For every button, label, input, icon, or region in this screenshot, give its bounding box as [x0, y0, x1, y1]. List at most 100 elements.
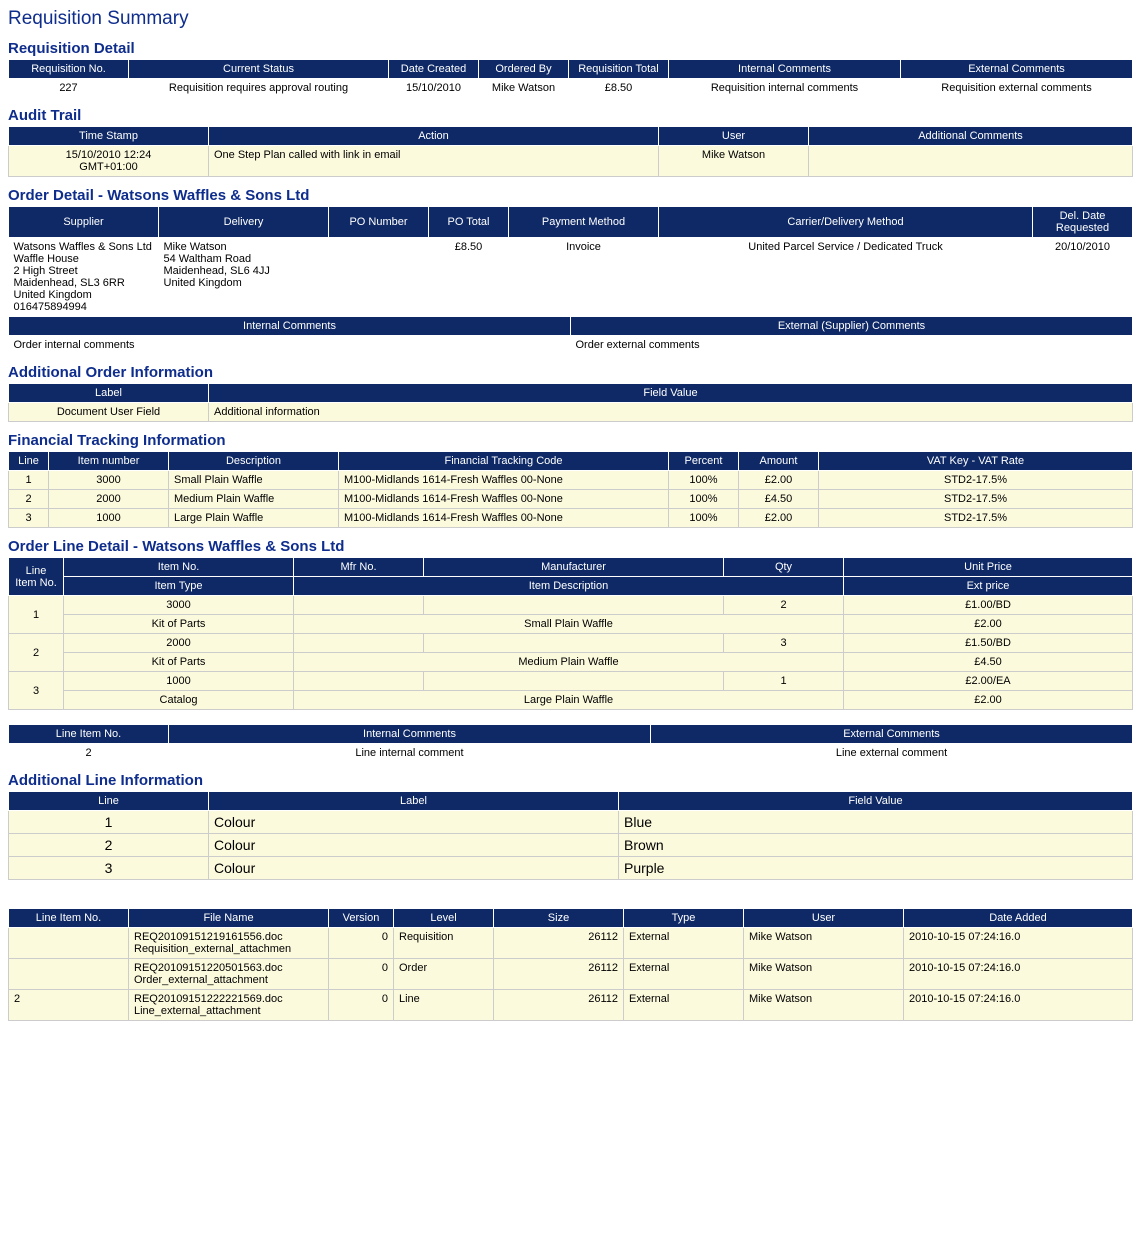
- al-line: 1: [9, 811, 209, 834]
- at-file: REQ20109151222221569.docLine_external_at…: [129, 990, 329, 1021]
- ol-itemno: 2000: [64, 634, 294, 653]
- at-user: Mike Watson: [744, 928, 904, 959]
- section-title-add-order: Additional Order Information: [8, 364, 1133, 381]
- supplier-cell: Watsons Waffles & Sons Ltd Waffle House …: [9, 238, 159, 317]
- ol-mfr: [424, 672, 724, 691]
- ft-item: 2000: [49, 490, 169, 509]
- th-mfr: Manufacturer: [424, 558, 724, 577]
- po-total: £8.50: [429, 238, 509, 317]
- th-at-line: Line Item No.: [9, 909, 129, 928]
- ol-desc: Medium Plain Waffle: [294, 653, 844, 672]
- at-file: REQ20109151220501563.docOrder_external_a…: [129, 959, 329, 990]
- delivery-cell: Mike Watson 54 Waltham Road Maidenhead, …: [159, 238, 329, 317]
- ol-mfr: [424, 596, 724, 615]
- order-detail-table: Supplier Delivery PO Number PO Total Pay…: [8, 206, 1133, 316]
- at-size: 26112: [494, 959, 624, 990]
- th-desc: Description: [169, 452, 339, 471]
- ol-ext: £2.00: [844, 691, 1133, 710]
- at-size: 26112: [494, 990, 624, 1021]
- at-level: Order: [394, 959, 494, 990]
- ft-desc: Small Plain Waffle: [169, 471, 339, 490]
- ol-unit: £1.00/BD: [844, 596, 1133, 615]
- ft-item: 1000: [49, 509, 169, 528]
- at-size: 26112: [494, 928, 624, 959]
- al-line: 2: [9, 834, 209, 857]
- supplier-l1: Watsons Waffles & Sons Ltd: [14, 241, 152, 253]
- section-title-orderline: Order Line Detail - Watsons Waffles & So…: [8, 538, 1133, 555]
- ol-type: Kit of Parts: [64, 653, 294, 672]
- ft-pct: 100%: [669, 490, 739, 509]
- ordered-by: Mike Watson: [479, 79, 569, 98]
- ol-line: 2: [9, 634, 64, 672]
- audit-comments: [809, 146, 1133, 177]
- delivery-l1: Mike Watson: [164, 241, 227, 253]
- th-unit: Unit Price: [844, 558, 1133, 577]
- th-deldate: Del. Date Requested: [1033, 207, 1133, 238]
- ft-line: 3: [9, 509, 49, 528]
- th-at-user: User: [744, 909, 904, 928]
- at-type: External: [624, 959, 744, 990]
- supplier-l5: United Kingdom: [14, 289, 92, 301]
- ft-code: M100-Midlands 1614-Fresh Waffles 00-None: [339, 471, 669, 490]
- section-title-audit: Audit Trail: [8, 107, 1133, 124]
- section-title-addline: Additional Line Information: [8, 772, 1133, 789]
- th-code: Financial Tracking Code: [339, 452, 669, 471]
- th-line: Line: [9, 452, 49, 471]
- th-total: Requisition Total: [569, 60, 669, 79]
- ft-vat: STD2-17.5%: [819, 509, 1133, 528]
- ft-pct: 100%: [669, 471, 739, 490]
- ft-amt: £4.50: [739, 490, 819, 509]
- ol-unit: £2.00/EA: [844, 672, 1133, 691]
- th-internal: Internal Comments: [669, 60, 901, 79]
- section-title-order-detail: Order Detail - Watsons Waffles & Sons Lt…: [8, 187, 1133, 204]
- ft-desc: Medium Plain Waffle: [169, 490, 339, 509]
- th-al-value: Field Value: [619, 792, 1133, 811]
- carrier: United Parcel Service / Dedicated Truck: [659, 238, 1033, 317]
- payment-method: Invoice: [509, 238, 659, 317]
- th-at-size: Size: [494, 909, 624, 928]
- th-at-type: Type: [624, 909, 744, 928]
- external-comments: Requisition external comments: [901, 79, 1133, 98]
- supplier-l4: Maidenhead, SL3 6RR: [14, 277, 125, 289]
- ft-amt: £2.00: [739, 509, 819, 528]
- ft-amt: £2.00: [739, 471, 819, 490]
- fintrack-table: Line Item number Description Financial T…: [8, 451, 1133, 528]
- th-itemdesc: Item Description: [294, 577, 844, 596]
- delivery-l2: 54 Waltham Road: [164, 253, 252, 265]
- al-value: Brown: [619, 834, 1133, 857]
- line-comments-table: Line Item No. Internal Comments External…: [8, 724, 1133, 762]
- ft-code: M100-Midlands 1614-Fresh Waffles 00-None: [339, 509, 669, 528]
- ol-ext: £2.00: [844, 615, 1133, 634]
- order-int-com: Order internal comments: [9, 336, 571, 355]
- add-order-value: Additional information: [209, 403, 1133, 422]
- ol-unit: £1.50/BD: [844, 634, 1133, 653]
- th-label: Label: [9, 384, 209, 403]
- attachments-table: Line Item No. File Name Version Level Si…: [8, 908, 1133, 1021]
- ft-code: M100-Midlands 1614-Fresh Waffles 00-None: [339, 490, 669, 509]
- ol-qty: 2: [724, 596, 844, 615]
- delivery-l4: United Kingdom: [164, 277, 242, 289]
- th-value: Field Value: [209, 384, 1133, 403]
- th-amt: Amount: [739, 452, 819, 471]
- req-total: £8.50: [569, 79, 669, 98]
- at-line: [9, 959, 129, 990]
- th-ts: Time Stamp: [9, 127, 209, 146]
- al-value: Purple: [619, 857, 1133, 880]
- th-lineitemno: Line Item No.: [9, 558, 64, 596]
- audit-table: Time Stamp Action User Additional Commen…: [8, 126, 1133, 177]
- order-ext-com: Order external comments: [571, 336, 1133, 355]
- at-ver: 0: [329, 990, 394, 1021]
- th-itemno: Item No.: [64, 558, 294, 577]
- audit-ts1: 15/10/2010 12:24: [66, 149, 152, 161]
- ol-type: Catalog: [64, 691, 294, 710]
- th-al-label: Label: [209, 792, 619, 811]
- ol-qty: 3: [724, 634, 844, 653]
- th-lc-ext: External Comments: [651, 725, 1133, 744]
- th-at-ver: Version: [329, 909, 394, 928]
- po-number: [329, 238, 429, 317]
- audit-action: One Step Plan called with link in email: [209, 146, 659, 177]
- at-file: REQ20109151219161556.docRequisition_exte…: [129, 928, 329, 959]
- ol-desc: Large Plain Waffle: [294, 691, 844, 710]
- lc-ext: Line external comment: [651, 744, 1133, 763]
- th-user: User: [659, 127, 809, 146]
